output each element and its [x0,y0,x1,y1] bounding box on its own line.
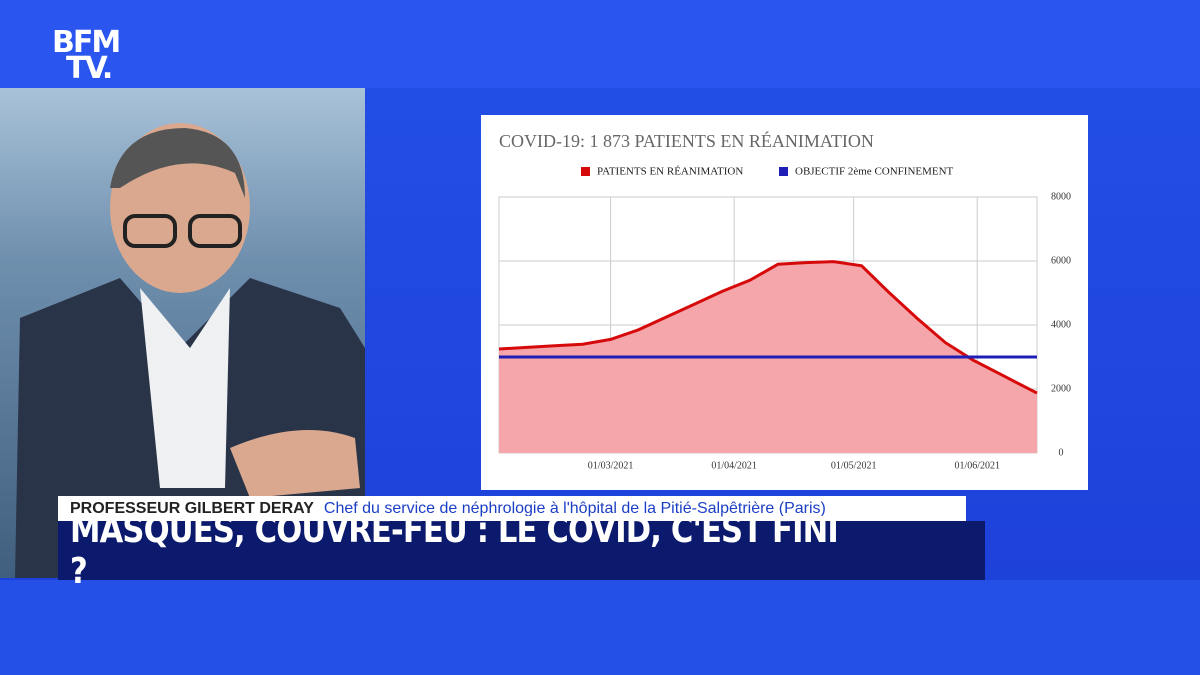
bottom-band [0,580,1200,675]
legend-swatch [581,167,590,176]
logo-line: TV. [66,51,113,86]
legend-swatch [779,167,788,176]
x-tick-label: 01/03/2021 [588,460,634,471]
guest-role: Chef du service de néphrologie à l'hôpit… [323,499,826,517]
chart: COVID-19: 1 873 PATIENTS EN RÉANIMATION … [498,130,1071,471]
legend-label: PATIENTS EN RÉANIMATION [597,166,743,178]
headline-bar: MASQUES, COUVRE-FEU : LE COVID, C'EST FI… [58,510,985,592]
y-tick-label: 0 [1059,447,1064,458]
name-bar: PROFESSEUR GILBERT DERAY Chef du service… [58,496,966,521]
headline: MASQUES, COUVRE-FEU : LE COVID, C'EST FI… [70,509,839,592]
top-band [0,0,1200,88]
y-tick-label: 8000 [1051,191,1071,202]
y-tick-label: 2000 [1051,383,1071,394]
chart-title: COVID-19: 1 873 PATIENTS EN RÉANIMATION [499,130,874,151]
legend-label: OBJECTIF 2ème CONFINEMENT [795,166,954,178]
y-tick-label: 6000 [1051,255,1071,266]
logo: BFM TV. [52,25,121,86]
line [498,260,1038,395]
y-tick-label: 4000 [1051,319,1071,330]
chart-panel: COVID-19: 1 873 PATIENTS EN RÉANIMATION … [481,115,1088,490]
x-tick-label: 01/06/2021 [954,460,1000,471]
logo-line: BFM [52,25,121,60]
guest-name: PROFESSEUR GILBERT DERAY [70,499,314,517]
x-tick-label: 01/05/2021 [831,460,877,471]
x-tick-label: 01/04/2021 [711,460,757,471]
